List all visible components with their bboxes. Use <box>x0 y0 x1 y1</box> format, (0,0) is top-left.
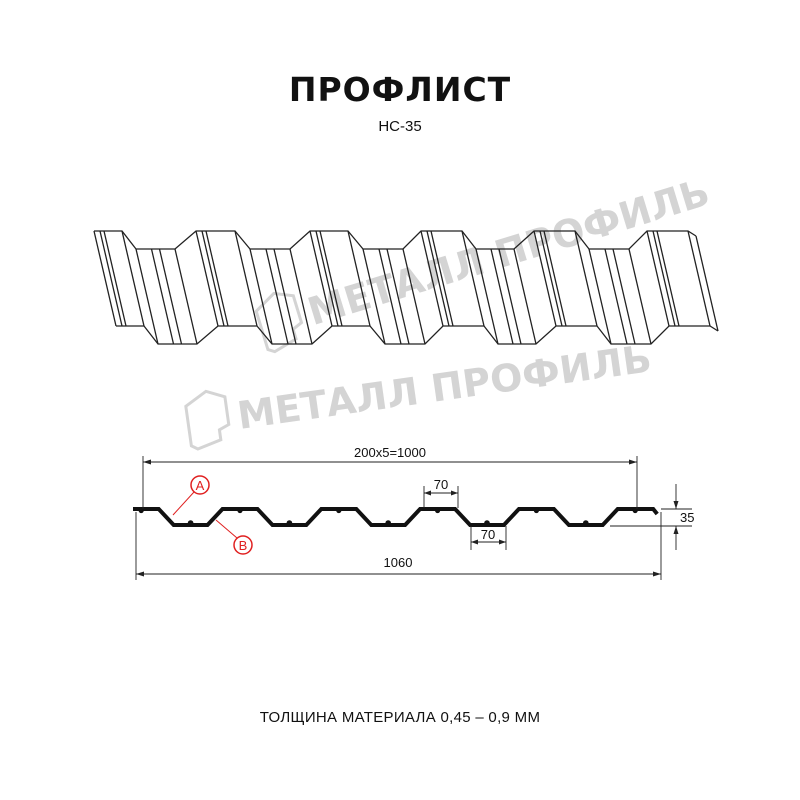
bottom-groove <box>385 520 392 526</box>
sheet-rib-line <box>652 230 676 327</box>
sheet-rib-line <box>430 230 454 327</box>
sheet-fold-line <box>135 248 159 345</box>
sheet-rib-line <box>498 248 522 345</box>
sheet-fold-line <box>347 230 371 327</box>
top-groove <box>237 507 243 514</box>
page-title: ПРОФЛИСТ <box>288 70 512 109</box>
sheet-rib-line <box>315 230 339 327</box>
material-thickness: ТОЛЩИНА МАТЕРИАЛА 0,45 – 0,9 ММ <box>259 709 541 726</box>
watermark-text: МЕТАЛЛ ПРОФИЛЬ <box>303 170 715 334</box>
sheet-rib-line <box>158 248 183 345</box>
sheet-fold-line <box>195 230 219 327</box>
sheet-rib-line <box>103 230 127 327</box>
sheet-rib-line <box>426 230 450 327</box>
sheet-fold-line <box>309 230 333 327</box>
watermark-bottom: МЕТАЛЛ ПРОФИЛЬ <box>184 336 654 451</box>
sheet-fold-line <box>475 248 499 345</box>
sheet-fold-line <box>646 230 670 327</box>
bottom-width-dimension: 70 <box>481 527 495 542</box>
sheet-fold-line <box>93 230 117 327</box>
sheet-fold-line <box>628 248 652 345</box>
marker-a: A <box>172 475 210 516</box>
profile-grooves <box>138 507 638 526</box>
sheet-rib-line <box>205 230 229 327</box>
bottom-groove <box>484 520 490 526</box>
height-dimension: 35 <box>680 510 694 525</box>
sheet-fold-line <box>687 230 711 327</box>
marker-b: B <box>215 519 253 555</box>
sheet-rib-line <box>319 230 343 327</box>
sheet-rib-line <box>201 230 225 327</box>
sheet-rib-line <box>656 230 680 327</box>
sheet-fold-line <box>420 230 444 327</box>
top-groove <box>138 507 144 514</box>
watermark-text: МЕТАЛЛ ПРОФИЛЬ <box>235 336 654 438</box>
profile-section <box>133 507 659 527</box>
sheet-fold-line <box>533 230 557 327</box>
model-label: НС-35 <box>378 118 422 135</box>
sheet-fold-line <box>574 230 598 327</box>
total-width-dimension: 1060 <box>384 555 413 570</box>
sheet-fold-line <box>461 230 485 327</box>
sheet-fold-line <box>588 248 612 345</box>
bottom-groove <box>187 520 194 526</box>
bottom-groove <box>286 520 293 526</box>
sheet-fold-line <box>362 248 386 345</box>
top-groove <box>336 507 342 514</box>
sheet-rib-line <box>612 248 636 345</box>
sheet-fold-line <box>234 230 258 327</box>
sheet-fold-line <box>402 248 426 345</box>
top-groove <box>533 507 540 514</box>
watermark-logo-icon <box>184 389 231 451</box>
dimension-lines <box>135 456 692 580</box>
cross-section <box>133 507 659 527</box>
sheet-fold-line <box>289 248 313 345</box>
sheet-fold-line <box>121 230 145 327</box>
top-groove <box>632 507 638 514</box>
sheet-fold-line <box>513 248 537 345</box>
marker-b-label: B <box>239 538 248 553</box>
sheet-rib-line <box>265 248 289 345</box>
sheet-rib-line <box>539 230 563 327</box>
sheet-rib-line <box>543 230 567 327</box>
sheet-fold-line <box>249 248 273 345</box>
top-groove <box>435 507 441 514</box>
marker-a-label: A <box>196 478 205 493</box>
sheet-rib-line <box>150 248 175 345</box>
sheet-fold-line <box>174 248 198 345</box>
sheet-rib-line <box>99 230 123 327</box>
sheet-rib-line <box>604 248 628 345</box>
sheet-rib-line <box>378 248 402 345</box>
sheet-rib-line <box>273 248 297 345</box>
sheet-rib-line <box>490 248 514 345</box>
sheet-fold-line <box>695 235 719 332</box>
pitch-dimension: 200x5=1000 <box>354 445 426 460</box>
profile-sheet-3d <box>93 230 719 345</box>
sheet-rib-line <box>386 248 410 345</box>
bottom-groove <box>583 520 589 526</box>
top-width-dimension: 70 <box>434 477 448 492</box>
